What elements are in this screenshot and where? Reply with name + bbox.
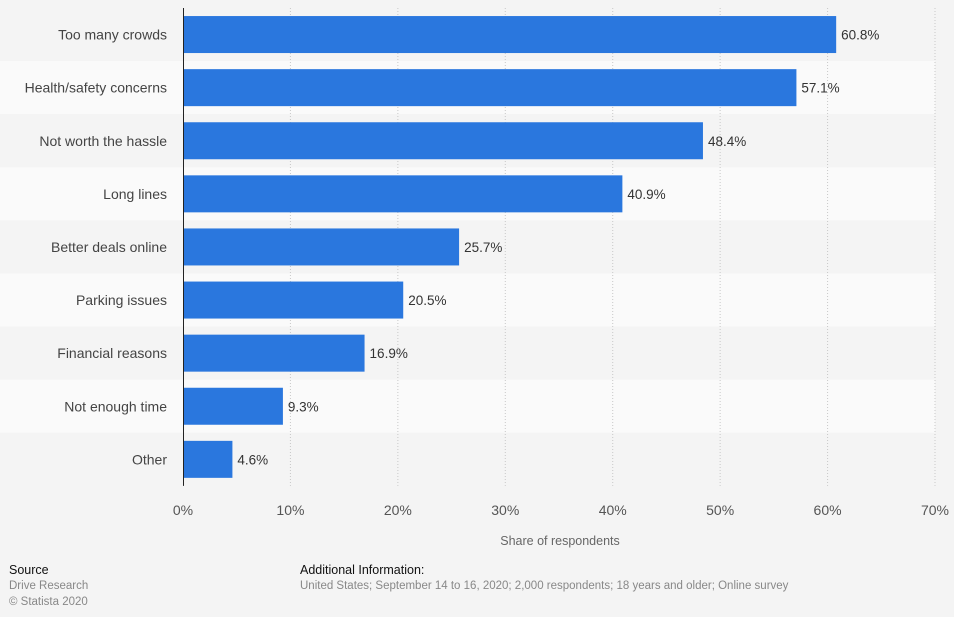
x-tick-label: 20%	[384, 502, 412, 518]
category-labels: Too many crowds Health/safety concerns Not…	[25, 27, 168, 468]
bar-chart: Too many crowds Health/safety concerns Not…	[0, 8, 950, 548]
x-tick-label: 10%	[276, 502, 304, 518]
bar[interactable]	[183, 440, 233, 478]
x-tick-label: 60%	[814, 502, 842, 518]
value-label: 25.7%	[464, 240, 502, 255]
bar[interactable]	[183, 228, 460, 266]
chart-area: Too many crowds Health/safety concerns Not…	[0, 8, 950, 548]
additional-info-block: Additional Information: United States; S…	[300, 562, 788, 594]
value-label: 16.9%	[370, 346, 408, 361]
bar[interactable]	[183, 122, 703, 160]
bar[interactable]	[183, 387, 283, 425]
x-tick-label: 70%	[921, 502, 949, 518]
value-label: 9.3%	[288, 399, 319, 414]
category-label: Other	[132, 451, 167, 467]
row-band	[0, 220, 935, 274]
info-heading: Additional Information:	[300, 563, 425, 577]
info-text: United States; September 14 to 16, 2020;…	[300, 580, 789, 592]
row-band	[0, 432, 935, 486]
row-band	[0, 273, 935, 327]
value-label: 57.1%	[801, 81, 839, 96]
source-heading: Source	[9, 563, 49, 577]
bar[interactable]	[183, 334, 365, 372]
bar[interactable]	[183, 175, 623, 213]
category-label: Parking issues	[76, 292, 167, 308]
category-label: Health/safety concerns	[25, 80, 167, 96]
category-label: Not worth the hassle	[39, 133, 167, 149]
x-tick-labels: 0% 10% 20% 30% 40% 50% 60% 70%	[173, 502, 949, 518]
bar[interactable]	[183, 69, 797, 107]
x-tick-label: 0%	[173, 502, 193, 518]
value-label: 4.6%	[237, 452, 268, 467]
x-tick-label: 30%	[491, 502, 519, 518]
x-tick-label: 50%	[706, 502, 734, 518]
category-label: Too many crowds	[58, 27, 167, 43]
value-labels: 60.8% 57.1% 48.4% 40.9% 25.7% 20.5% 16.9% 9.3% 4…	[237, 28, 879, 468]
category-label: Better deals online	[51, 239, 167, 255]
row-band	[0, 326, 935, 380]
source-block: Source Drive Research © Statista 2020	[9, 562, 88, 610]
category-label: Financial reasons	[57, 345, 167, 361]
bar[interactable]	[183, 281, 404, 319]
category-label: Not enough time	[64, 398, 167, 414]
source-name[interactable]: Drive Research	[9, 580, 89, 592]
value-label: 40.9%	[627, 187, 665, 202]
value-label: 48.4%	[708, 134, 746, 149]
x-axis-title: Share of respondents	[500, 534, 620, 548]
row-band	[0, 379, 935, 433]
value-label: 60.8%	[841, 28, 879, 43]
bars	[183, 16, 837, 478]
category-label: Long lines	[103, 186, 167, 202]
copyright-text: © Statista 2020	[9, 596, 88, 608]
bar[interactable]	[183, 16, 837, 54]
value-label: 20.5%	[408, 293, 446, 308]
x-tick-label: 40%	[599, 502, 627, 518]
